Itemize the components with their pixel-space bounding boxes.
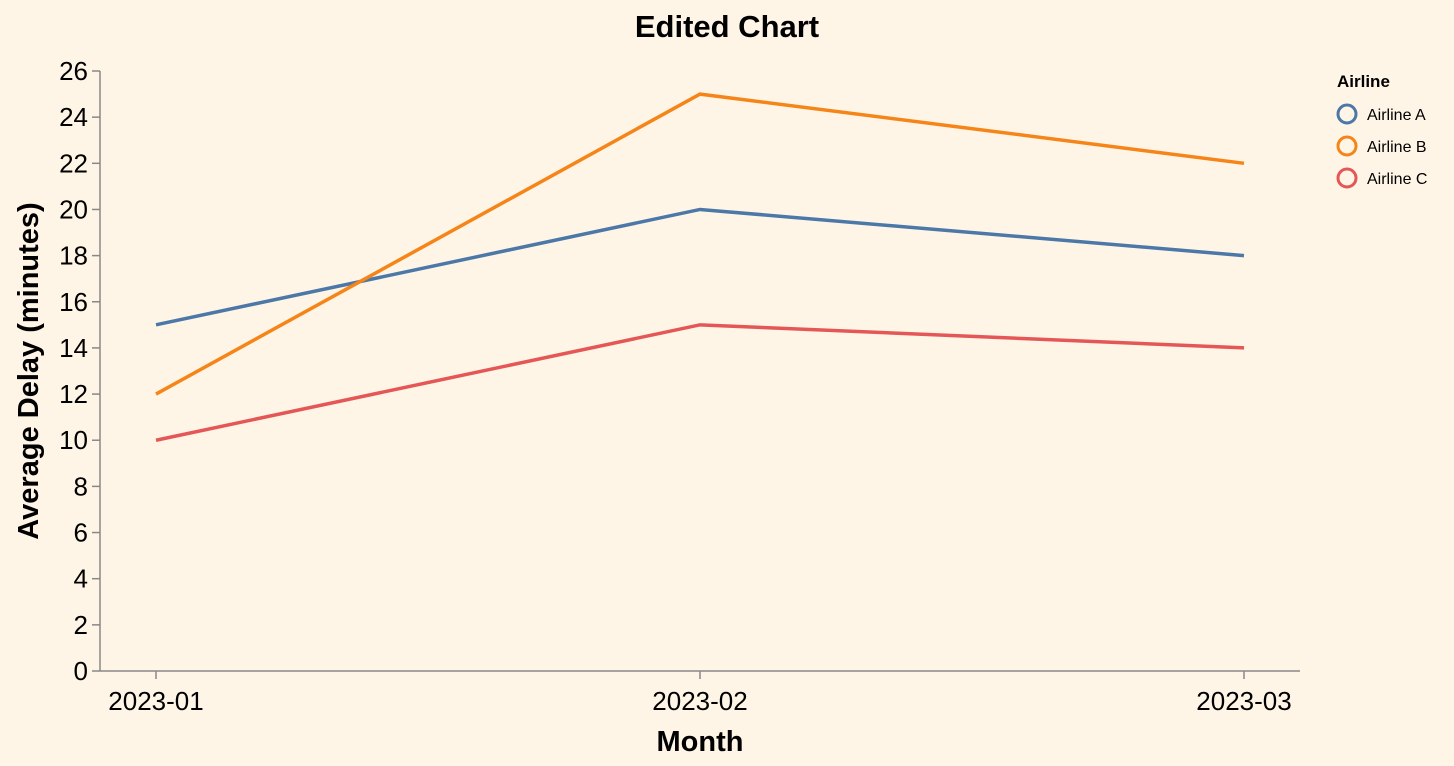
series-line-airline-a xyxy=(155,207,1245,327)
series-layer xyxy=(155,92,1245,442)
y-tick-label: 0 xyxy=(74,656,88,686)
legend-label: Airline A xyxy=(1367,107,1426,124)
y-tick-label: 24 xyxy=(59,102,88,132)
y-tick-label: 14 xyxy=(59,333,88,363)
y-tick-label: 2 xyxy=(74,610,88,640)
y-tick-label: 22 xyxy=(59,148,88,178)
legend-label: Airline C xyxy=(1367,171,1427,188)
x-tick-label: 2023-01 xyxy=(108,686,203,716)
series-line-airline-b xyxy=(155,92,1245,396)
legend-item: Airline C xyxy=(1336,167,1427,189)
x-axis-title: Month xyxy=(657,726,744,758)
series-line-airline-c xyxy=(155,323,1245,442)
y-tick-label: 10 xyxy=(59,425,88,455)
legend-symbol-icon xyxy=(1336,167,1358,189)
y-tick-label: 6 xyxy=(74,518,88,548)
legend-symbol-icon xyxy=(1336,103,1358,125)
legend-symbol-icon xyxy=(1336,135,1358,157)
x-axis: 2023-01 2023-02 2023-03 xyxy=(100,670,1300,716)
legend-item: Airline A xyxy=(1336,103,1426,125)
y-tick-label: 26 xyxy=(59,56,88,86)
y-tick-label: 18 xyxy=(59,241,88,271)
legend-items: Airline A Airline B Airline C xyxy=(1336,103,1427,189)
chart-title: Edited Chart xyxy=(635,9,819,44)
y-tick-label: 16 xyxy=(59,287,88,317)
y-tick-label: 20 xyxy=(59,194,88,224)
legend-title: Airline xyxy=(1337,72,1390,91)
legend-item: Airline B xyxy=(1336,135,1427,157)
y-tick-label: 4 xyxy=(74,564,88,594)
y-tick-label: 8 xyxy=(74,471,88,501)
y-axis-title: Average Delay (minutes) xyxy=(13,202,45,539)
x-tick-label: 2023-03 xyxy=(1196,686,1291,716)
legend-label: Airline B xyxy=(1367,139,1427,156)
legend: Airline Airline A Airline B Airline C xyxy=(1336,72,1427,189)
x-tick-label: 2023-02 xyxy=(652,686,747,716)
y-tick-label: 12 xyxy=(59,379,88,409)
